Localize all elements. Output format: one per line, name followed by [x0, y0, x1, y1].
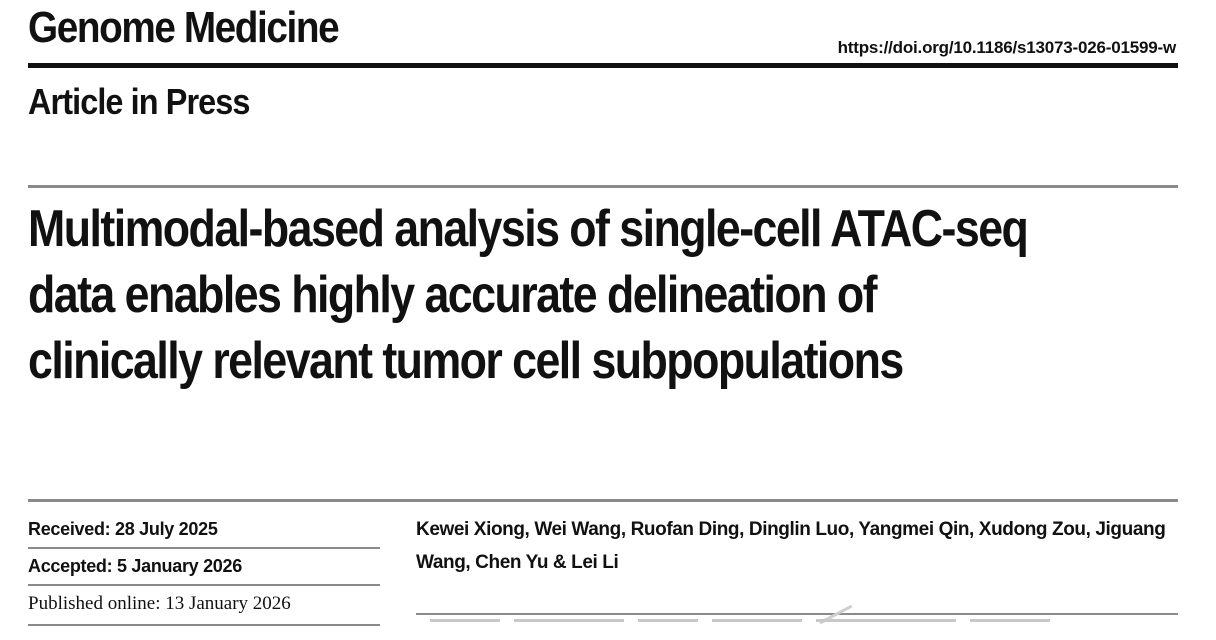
article-status: Article in Press [28, 81, 250, 122]
title-rule [28, 185, 1178, 188]
published-date: Published online: 13 January 2026 [28, 593, 291, 614]
author-list: Kewei Xiong, Wei Wang, Ruofan Ding, Ding… [416, 519, 1166, 573]
cropped-text-line [430, 619, 1130, 627]
dates-panel: Received: 28 July 2025 Accepted: 5 Janua… [28, 512, 380, 621]
dates-bottom-rule [28, 624, 380, 626]
date-divider [28, 547, 380, 549]
article-title: Multimodal-based analysis of single-cell… [28, 200, 1029, 390]
header-rule [28, 63, 1178, 68]
journal-name: Genome Medicine [28, 3, 340, 52]
meta-rule [28, 499, 1178, 502]
date-divider [28, 584, 380, 586]
received-date: Received: 28 July 2025 [28, 519, 218, 539]
accepted-date: Accepted: 5 January 2026 [28, 556, 242, 576]
authors-rule [416, 613, 1178, 615]
doi-link[interactable]: https://doi.org/10.1186/s13073-026-01599… [837, 38, 1177, 57]
